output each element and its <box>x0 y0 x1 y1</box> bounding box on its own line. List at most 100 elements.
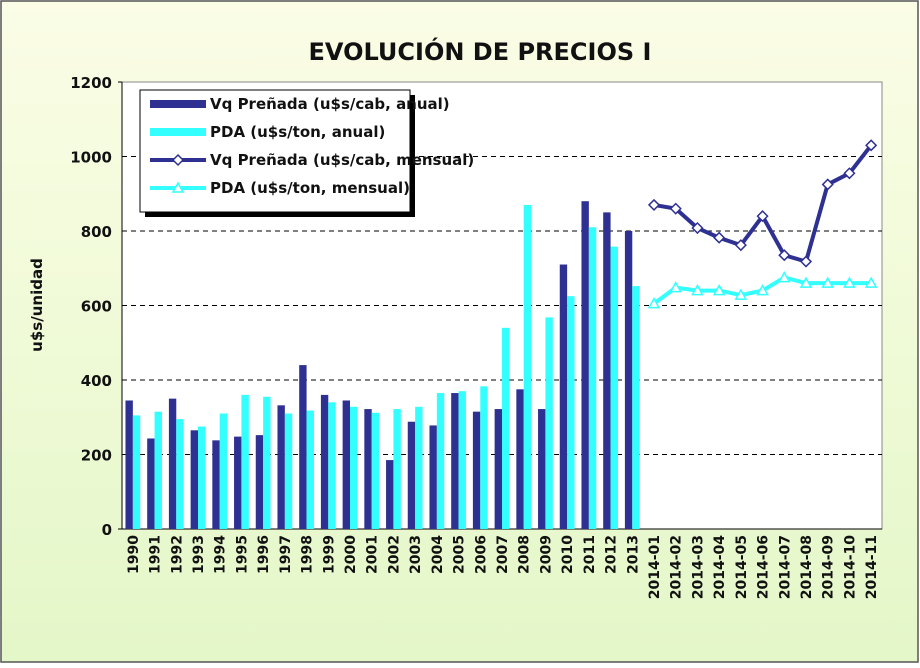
bar <box>306 410 314 529</box>
bar <box>494 409 502 529</box>
y-tick-label: 800 <box>81 223 112 241</box>
bar <box>212 440 220 529</box>
x-tick-label: 1997 <box>278 535 294 574</box>
x-tick-label: 2008 <box>517 535 533 574</box>
marker <box>756 284 769 296</box>
bar <box>545 317 553 529</box>
x-tick-label: 1994 <box>213 535 229 574</box>
bar <box>472 411 481 529</box>
x-tick-label: 2005 <box>452 535 468 574</box>
marker <box>691 221 704 235</box>
x-tick-label: 1996 <box>256 535 272 574</box>
legend-swatch <box>150 128 206 136</box>
marker <box>669 281 682 293</box>
marker <box>799 255 813 268</box>
y-axis-label: u$s/unidad <box>28 258 46 352</box>
marker <box>734 239 747 252</box>
legend: Vq Preñada (u$s/cab, anual) PDA (u$s/ton,… <box>139 89 474 217</box>
legend-label: Vq Preñada (u$s/cab, mensual) <box>210 151 474 169</box>
bar <box>364 409 372 529</box>
bar <box>407 421 416 529</box>
legend-label: PDA (u$s/ton, mensual) <box>210 179 410 197</box>
bar <box>234 436 242 529</box>
marker <box>756 210 769 223</box>
bar <box>603 212 611 529</box>
bar <box>342 400 350 529</box>
bar <box>523 204 532 530</box>
bar <box>386 460 394 529</box>
bar <box>458 391 466 529</box>
x-tick-label: 1992 <box>169 535 185 574</box>
bar <box>436 393 445 529</box>
bar <box>277 405 285 529</box>
x-tick-label: 2014-01 <box>647 535 663 599</box>
marker <box>843 167 856 180</box>
marker <box>821 178 834 191</box>
marker <box>865 139 878 152</box>
x-tick-label: 2012 <box>604 535 620 574</box>
x-tick-label: 1999 <box>321 535 337 574</box>
legend-swatch <box>150 100 206 108</box>
y-tick-label: 400 <box>81 372 112 390</box>
bar <box>451 393 459 529</box>
bar <box>241 394 249 529</box>
legend-box <box>139 89 411 213</box>
x-tick-label: 2001 <box>365 535 381 574</box>
bar <box>516 389 524 529</box>
bar <box>132 415 141 529</box>
bar <box>624 231 633 529</box>
x-tick-label: 2014-04 <box>712 535 728 600</box>
x-tick-label: 2006 <box>473 535 489 574</box>
bar <box>255 435 264 529</box>
x-tick-label: 2010 <box>560 535 576 574</box>
marker <box>864 276 878 288</box>
bar <box>328 402 336 529</box>
bar <box>393 409 401 529</box>
x-tick-label: 2004 <box>430 535 446 574</box>
legend-marker <box>171 153 185 167</box>
bar <box>559 264 568 529</box>
bar <box>125 400 133 529</box>
x-tick-label: 2007 <box>495 535 511 574</box>
x-tick-label: 2014-05 <box>734 535 750 599</box>
bar <box>567 296 575 529</box>
x-tick-label: 2000 <box>343 535 359 574</box>
x-tick-label: 1991 <box>148 535 164 574</box>
bar <box>350 406 358 529</box>
bar <box>581 201 589 529</box>
bar <box>371 412 380 529</box>
bar <box>154 411 162 529</box>
bar <box>299 365 307 529</box>
marker <box>712 284 726 296</box>
bar <box>147 438 155 529</box>
bar <box>502 327 510 529</box>
x-tick-label: 1993 <box>191 535 207 574</box>
marker <box>843 276 856 288</box>
x-tick-label: 1995 <box>234 535 250 574</box>
y-tick-label: 0 <box>102 521 112 539</box>
bar <box>320 394 329 529</box>
bar <box>284 413 293 529</box>
y-tick-label: 200 <box>81 447 112 465</box>
chart-title: EVOLUCIÓN DE PRECIOS I <box>309 36 652 66</box>
x-tick-label: 2014-07 <box>777 535 793 599</box>
x-tick-label: 2014-11 <box>864 535 880 599</box>
marker <box>691 284 704 296</box>
x-tick-label: 1998 <box>300 535 316 574</box>
x-tick-label: 2014-03 <box>690 535 706 599</box>
x-tick-label: 2014-09 <box>821 535 837 599</box>
bar <box>190 430 198 529</box>
y-tick-label: 600 <box>81 298 112 316</box>
x-tick-label: 1990 <box>126 535 142 574</box>
y-tick-label: 1200 <box>70 74 112 92</box>
x-tick-label: 2003 <box>408 535 424 574</box>
legend-marker <box>171 181 185 193</box>
bar <box>538 409 546 529</box>
marker <box>778 271 791 283</box>
bar <box>632 286 640 529</box>
bar <box>198 426 206 529</box>
bar <box>429 425 437 529</box>
marker <box>778 249 791 262</box>
marker <box>713 231 726 244</box>
